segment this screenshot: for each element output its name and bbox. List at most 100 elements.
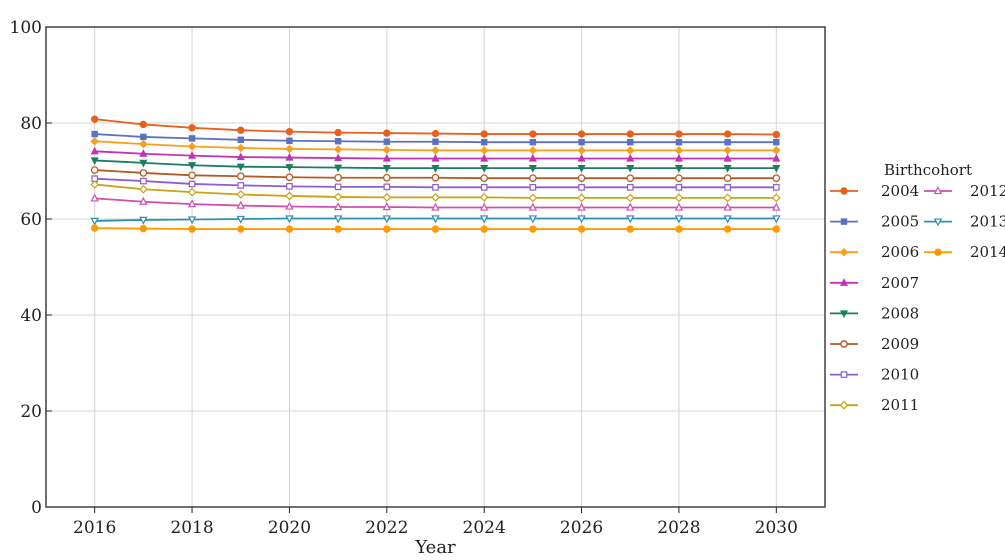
- data-point-2011: [333, 192, 343, 202]
- data-point-2006: [285, 144, 294, 154]
- data-point-2012: [626, 202, 635, 211]
- x-axis-label: Year: [414, 537, 456, 556]
- data-point-2008: [285, 164, 294, 172]
- data-point-2009: [529, 174, 537, 183]
- data-point-2007: [480, 153, 489, 162]
- data-point-2011: [674, 193, 684, 203]
- data-point-2008: [674, 165, 683, 173]
- legend-item-2005: 2005: [830, 213, 919, 231]
- data-point-2006: [187, 142, 197, 151]
- legend-label: 2005: [881, 213, 919, 231]
- legend-label: 2006: [881, 243, 919, 261]
- data-point-2011: [528, 193, 538, 203]
- legend-label: 2004: [881, 182, 919, 200]
- y-tick-label: 20: [20, 402, 42, 422]
- data-point-2014: [480, 225, 488, 233]
- data-point-2007: [334, 153, 343, 162]
- data-point-2004: [675, 130, 683, 138]
- data-point-2009: [382, 173, 391, 182]
- legend-title: Birthcohort: [884, 161, 972, 179]
- data-point-2011: [236, 190, 246, 199]
- x-tick-label: 2020: [268, 518, 311, 538]
- data-point-2006: [431, 146, 440, 155]
- legend-item-2010: 2010: [830, 366, 919, 384]
- data-point-2014: [675, 225, 683, 233]
- x-tick-label: 2022: [365, 518, 408, 538]
- series-2006: [90, 137, 781, 155]
- data-point-2012: [285, 201, 294, 210]
- data-point-2010: [334, 183, 342, 191]
- data-point-2009: [431, 173, 440, 182]
- series-2013: [90, 215, 781, 226]
- data-point-2012: [333, 202, 343, 211]
- y-tick-label: 40: [20, 306, 42, 326]
- data-point-2010: [772, 184, 780, 191]
- data-point-2004: [577, 130, 586, 138]
- data-point-2007: [236, 152, 245, 161]
- gridlines: [46, 26, 825, 508]
- data-point-2012: [187, 199, 197, 208]
- data-point-2014: [139, 224, 148, 233]
- data-point-2006: [577, 146, 586, 155]
- legend: Birthcohort 2004 2005 2006 2007 2008 2009 2010…: [830, 161, 1005, 414]
- data-point-2013: [236, 215, 245, 224]
- series-2011: [90, 180, 781, 203]
- data-point-2007: [431, 153, 440, 162]
- data-point-2010: [237, 182, 245, 189]
- data-point-2013: [577, 215, 586, 224]
- data-point-2011: [479, 193, 489, 202]
- plot-frame: [45, 26, 826, 508]
- data-point-2009: [139, 169, 148, 177]
- legend-label: 2008: [881, 304, 919, 322]
- data-point-2005: [675, 138, 683, 146]
- data-point-2009: [480, 174, 489, 183]
- data-point-2014: [577, 225, 586, 233]
- y-tick-label: 100: [10, 18, 42, 38]
- data-point-2009: [675, 174, 683, 183]
- data-point-2004: [237, 126, 245, 134]
- data-point-2012: [528, 202, 538, 211]
- legend-swatch-marker: [933, 186, 943, 195]
- legend-label: 2014: [970, 243, 1005, 261]
- x-tick-label: 2016: [73, 518, 116, 538]
- data-point-2010: [675, 184, 683, 191]
- data-point-2014: [285, 225, 294, 233]
- data-point-2004: [431, 129, 440, 138]
- data-point-2006: [723, 146, 732, 155]
- data-point-2005: [432, 138, 439, 145]
- x-tick-label: 2024: [463, 518, 506, 538]
- data-point-2014: [772, 225, 781, 233]
- x-tick-label: 2030: [755, 518, 798, 538]
- data-point-2013: [674, 215, 684, 224]
- data-point-2008: [139, 159, 148, 168]
- data-point-2007: [772, 153, 781, 162]
- data-point-2007: [577, 153, 586, 162]
- data-point-2007: [626, 153, 635, 162]
- data-point-2010: [383, 183, 391, 191]
- data-point-2014: [723, 225, 732, 233]
- data-point-2009: [285, 173, 294, 182]
- data-point-2011: [723, 193, 732, 203]
- data-point-2012: [772, 202, 781, 211]
- legend-swatch-marker: [840, 340, 848, 348]
- legend-item-2009: 2009: [830, 335, 919, 353]
- legend-label: 2007: [881, 274, 919, 292]
- x-tick-label: 2018: [170, 518, 213, 538]
- data-point-2013: [431, 215, 440, 224]
- legend-label: 2011: [881, 396, 919, 414]
- data-point-2008: [188, 162, 197, 170]
- data-point-2014: [383, 225, 391, 233]
- legend-label: 2010: [881, 366, 919, 384]
- data-point-2011: [139, 184, 148, 194]
- data-point-2008: [382, 165, 391, 173]
- data-point-2007: [674, 153, 683, 162]
- data-point-2010: [432, 184, 439, 191]
- data-point-2010: [578, 184, 585, 191]
- legend-items: 2004 2005 2006 2007 2008 2009 2010 2011 2012 2013…: [830, 182, 1005, 414]
- data-point-2012: [382, 202, 392, 211]
- data-point-2009: [772, 174, 781, 183]
- data-point-2007: [285, 152, 294, 161]
- data-point-2008: [723, 165, 732, 173]
- data-point-2005: [480, 138, 488, 146]
- data-point-2013: [626, 215, 635, 224]
